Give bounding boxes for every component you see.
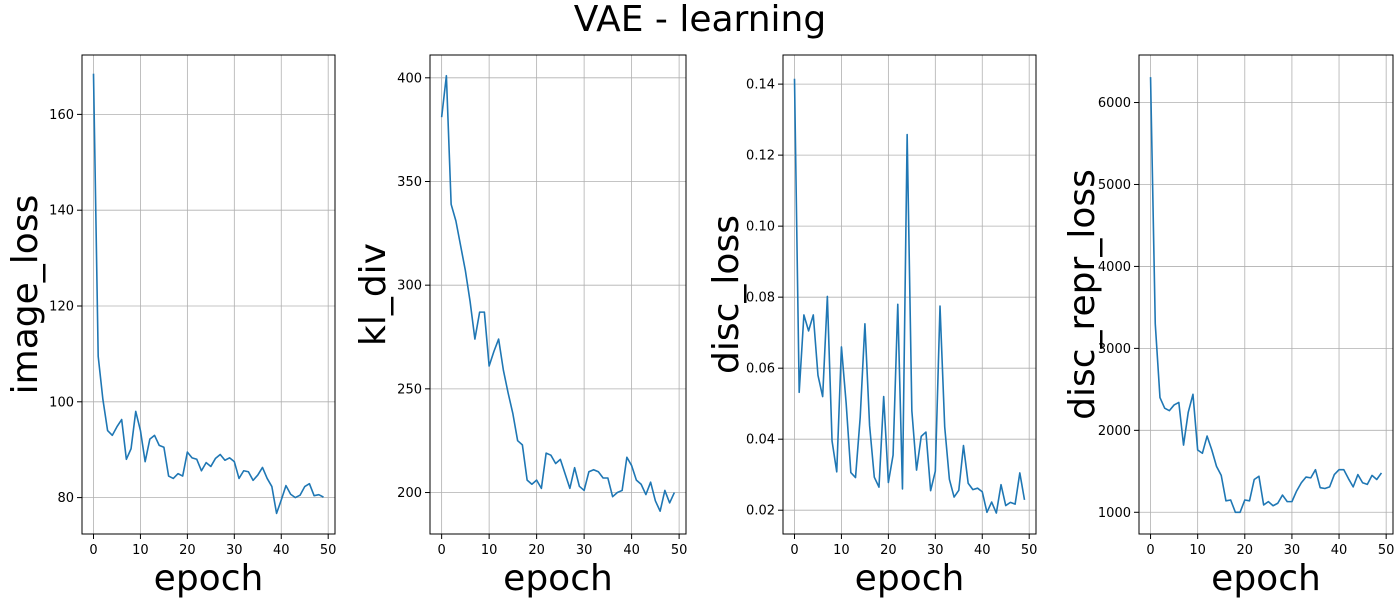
y-tick-label: 0.08 bbox=[746, 291, 775, 306]
y-tick-label: 160 bbox=[49, 108, 74, 123]
y-tick-label: 100 bbox=[49, 395, 74, 410]
x-tick-label: 30 bbox=[927, 543, 944, 558]
y-tick-label: 300 bbox=[397, 279, 422, 294]
y-tick-label: 140 bbox=[49, 204, 74, 219]
x-axis-label: epoch bbox=[1211, 558, 1321, 599]
y-axis-label: disc_repr_loss bbox=[1062, 169, 1103, 420]
y-tick-label: 0.02 bbox=[746, 504, 775, 519]
x-tick-label: 30 bbox=[1284, 543, 1301, 558]
y-tick-label: 80 bbox=[57, 491, 74, 506]
x-tick-label: 40 bbox=[273, 543, 290, 558]
x-axis-label: epoch bbox=[154, 558, 264, 599]
x-tick-label: 20 bbox=[1237, 543, 1254, 558]
x-tick-label: 50 bbox=[320, 543, 337, 558]
subplot-3: 0 10 20 30 40 50 0.02 0.04 0.06 0.08 0.10 0.12 0.14 e… bbox=[706, 55, 1037, 599]
x-tick-label: 0 bbox=[89, 543, 97, 558]
y-tick-label: 6000 bbox=[1098, 96, 1131, 111]
x-tick-label: 50 bbox=[671, 543, 688, 558]
x-tick-label: 0 bbox=[790, 543, 798, 558]
y-tick-label: 0.12 bbox=[746, 149, 775, 164]
x-tick-label: 0 bbox=[1146, 543, 1154, 558]
series-line bbox=[1151, 77, 1382, 512]
y-tick-label: 350 bbox=[397, 175, 422, 190]
y-tick-label: 0.10 bbox=[746, 220, 775, 235]
x-tick-label: 30 bbox=[226, 543, 243, 558]
subplot-1: 0 10 20 30 40 50 80 100 120 140 160 epoch image_loss bbox=[5, 55, 336, 599]
axes-frame bbox=[1139, 55, 1393, 534]
y-tick-label: 250 bbox=[397, 382, 422, 397]
x-axis-label: epoch bbox=[503, 558, 613, 599]
x-tick-label: 20 bbox=[880, 543, 897, 558]
x-tick-label: 0 bbox=[437, 543, 445, 558]
y-tick-label: 1000 bbox=[1098, 506, 1131, 521]
y-tick-label: 0.14 bbox=[746, 78, 775, 93]
x-axis-label: epoch bbox=[855, 558, 965, 599]
y-tick-label: 2000 bbox=[1098, 424, 1131, 439]
x-tick-label: 40 bbox=[974, 543, 991, 558]
y-tick-label: 400 bbox=[397, 71, 422, 86]
x-tick-label: 10 bbox=[833, 543, 850, 558]
y-tick-label: 120 bbox=[49, 299, 74, 314]
x-tick-label: 10 bbox=[132, 543, 149, 558]
figure-title: VAE - learning bbox=[0, 0, 1400, 40]
x-tick-label: 40 bbox=[623, 543, 640, 558]
x-tick-label: 10 bbox=[481, 543, 498, 558]
y-axis-label: kl_div bbox=[353, 243, 394, 346]
series-line bbox=[795, 79, 1025, 513]
x-tick-label: 40 bbox=[1331, 543, 1348, 558]
y-tick-label: 0.04 bbox=[746, 433, 775, 448]
y-axis-label: image_loss bbox=[5, 195, 46, 395]
y-tick-label: 0.06 bbox=[746, 362, 775, 377]
x-tick-label: 10 bbox=[1189, 543, 1206, 558]
subplot-2: 0 10 20 30 40 50 200 250 300 350 400 epoch kl_div bbox=[353, 55, 687, 599]
x-tick-label: 30 bbox=[576, 543, 593, 558]
x-tick-label: 50 bbox=[1021, 543, 1038, 558]
x-tick-label: 20 bbox=[528, 543, 545, 558]
y-axis-label: disc_loss bbox=[706, 215, 747, 374]
series-line bbox=[94, 74, 324, 514]
axes-frame bbox=[82, 55, 335, 534]
x-tick-label: 20 bbox=[179, 543, 196, 558]
x-tick-label: 50 bbox=[1378, 543, 1395, 558]
y-tick-label: 200 bbox=[397, 486, 422, 501]
series-line bbox=[442, 76, 675, 511]
